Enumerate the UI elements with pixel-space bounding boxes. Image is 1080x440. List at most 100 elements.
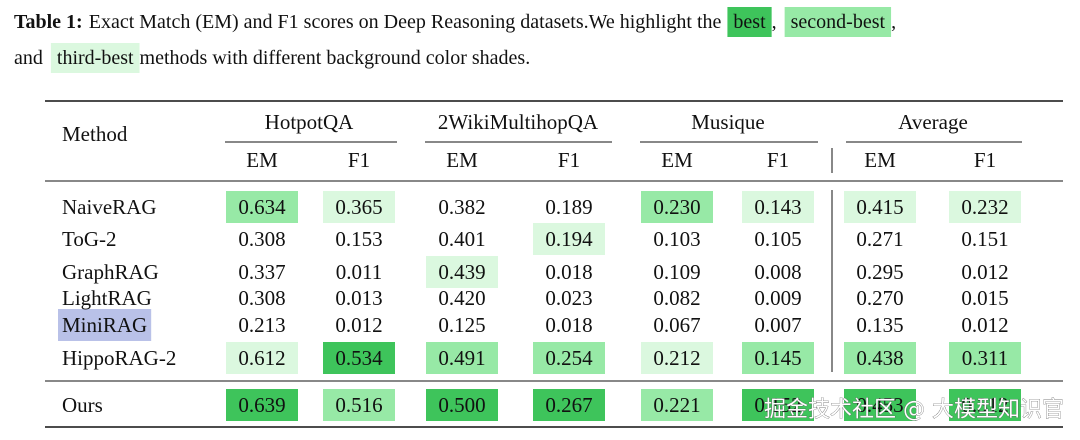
method-name: GraphRAG [62, 260, 159, 284]
caption-text: Table 1: [14, 11, 83, 33]
cell-value: 0.254 [545, 346, 593, 370]
cell-value: 0.152 [754, 393, 801, 417]
cell-value: 0.194 [545, 227, 593, 251]
cell-highlight [949, 389, 1021, 421]
group-header: 2WikiMultihopQA [438, 110, 599, 134]
caption-highlight [784, 7, 892, 37]
cell-value: 0.143 [754, 195, 801, 219]
cell-value: 0.516 [335, 393, 382, 417]
cell-highlight [641, 342, 713, 374]
cell-highlight [949, 342, 1021, 374]
cell-highlight [323, 191, 395, 223]
cell-value: 0.015 [961, 286, 1008, 310]
cell-highlight [226, 191, 298, 223]
cell-highlight [949, 191, 1021, 223]
cell-highlight [641, 389, 713, 421]
cell-value: 0.230 [653, 195, 700, 219]
cell-highlight [641, 191, 713, 223]
cell-value: 0.612 [238, 346, 285, 370]
cell-highlights [58, 191, 1021, 421]
cell-value: 0.103 [653, 227, 700, 251]
cell-value: 0.267 [545, 393, 592, 417]
cell-highlight [533, 223, 605, 255]
cell-value: 0.012 [335, 313, 382, 337]
cell-value: 0.634 [238, 195, 286, 219]
method-highlight [58, 309, 152, 341]
caption-text: second-best [791, 11, 886, 33]
cell-value: 0.008 [754, 260, 801, 284]
cell-value: 0.439 [438, 260, 485, 284]
cell-highlight [844, 191, 916, 223]
cell-value: 0.415 [856, 195, 903, 219]
sub-header: EM [246, 148, 278, 172]
cell-value: 0.500 [438, 393, 485, 417]
cell-value: 0.012 [961, 260, 1008, 284]
cell-value: 0.337 [238, 260, 285, 284]
sub-header: EM [864, 148, 896, 172]
cell-highlight [742, 191, 814, 223]
cell-highlight [323, 389, 395, 421]
caption-text: third-best [57, 47, 134, 69]
cell-value: 0.009 [754, 286, 801, 310]
watermark: 掘金技术社区 @ 大模型知识官 [764, 398, 1064, 423]
cell-value: 0.401 [438, 227, 485, 251]
cell-value: 0.212 [653, 346, 700, 370]
cell-value: 0.308 [238, 227, 285, 251]
sub-header: EM [446, 148, 478, 172]
cell-value: 0.491 [438, 346, 485, 370]
sub-header: F1 [974, 148, 996, 172]
cell-value: 0.125 [438, 313, 485, 337]
cell-value: 0.153 [335, 227, 382, 251]
cell-value: 0.295 [856, 260, 903, 284]
group-header: Average [898, 110, 968, 134]
cell-value: 0.382 [438, 195, 485, 219]
caption-text: methods with different background color … [140, 47, 531, 69]
cell-value: 0.105 [754, 227, 801, 251]
caption-text: , [891, 11, 896, 33]
method-name: MiniRAG [62, 313, 147, 337]
cell-value: 0.270 [856, 286, 903, 310]
caption-text: and [14, 47, 43, 69]
cell-highlight [226, 342, 298, 374]
cell-value: 0.534 [335, 346, 383, 370]
cell-highlight [844, 389, 916, 421]
cell-value: 0.145 [754, 346, 801, 370]
method-name: Ours [62, 393, 103, 417]
cell-highlight [426, 256, 498, 288]
caption-text: best [733, 11, 766, 33]
cell-highlight [742, 389, 814, 421]
cell-value: 0.311 [962, 346, 1008, 370]
cell-highlight [323, 342, 395, 374]
sub-header: F1 [348, 148, 370, 172]
cell-value: 0.007 [754, 313, 801, 337]
method-header: Method [62, 122, 128, 146]
method-name: HippoRAG-2 [62, 346, 176, 370]
cell-value: 0.013 [335, 286, 382, 310]
cell-value: 0.012 [961, 313, 1008, 337]
cell-value: 0.639 [238, 393, 285, 417]
group-header: Musique [691, 110, 765, 134]
cell-highlight [533, 342, 605, 374]
method-name: NaiveRAG [62, 195, 156, 219]
cell-value: 0.135 [856, 313, 903, 337]
cell-highlight [844, 342, 916, 374]
cell-value: 0.232 [961, 195, 1008, 219]
cell-value: 0.011 [336, 260, 382, 284]
cell-highlight [742, 342, 814, 374]
cell-value: 0.151 [961, 227, 1008, 251]
caption-highlight [50, 43, 140, 73]
cell-value: 0.308 [238, 286, 285, 310]
method-name: LightRAG [62, 286, 152, 310]
caption-text: , [772, 11, 777, 33]
cell-highlight [533, 389, 605, 421]
highlight-layer [50, 7, 892, 73]
caption-text: Exact Match (EM) and F1 scores on Deep R… [89, 11, 722, 33]
sub-header: F1 [558, 148, 580, 172]
cell-value: 0.023 [545, 286, 592, 310]
cell-value: 0.221 [653, 393, 700, 417]
cell-value: 0.018 [545, 260, 592, 284]
cell-value: 0.018 [545, 313, 592, 337]
sub-header: EM [661, 148, 693, 172]
caption-highlight [727, 7, 772, 37]
